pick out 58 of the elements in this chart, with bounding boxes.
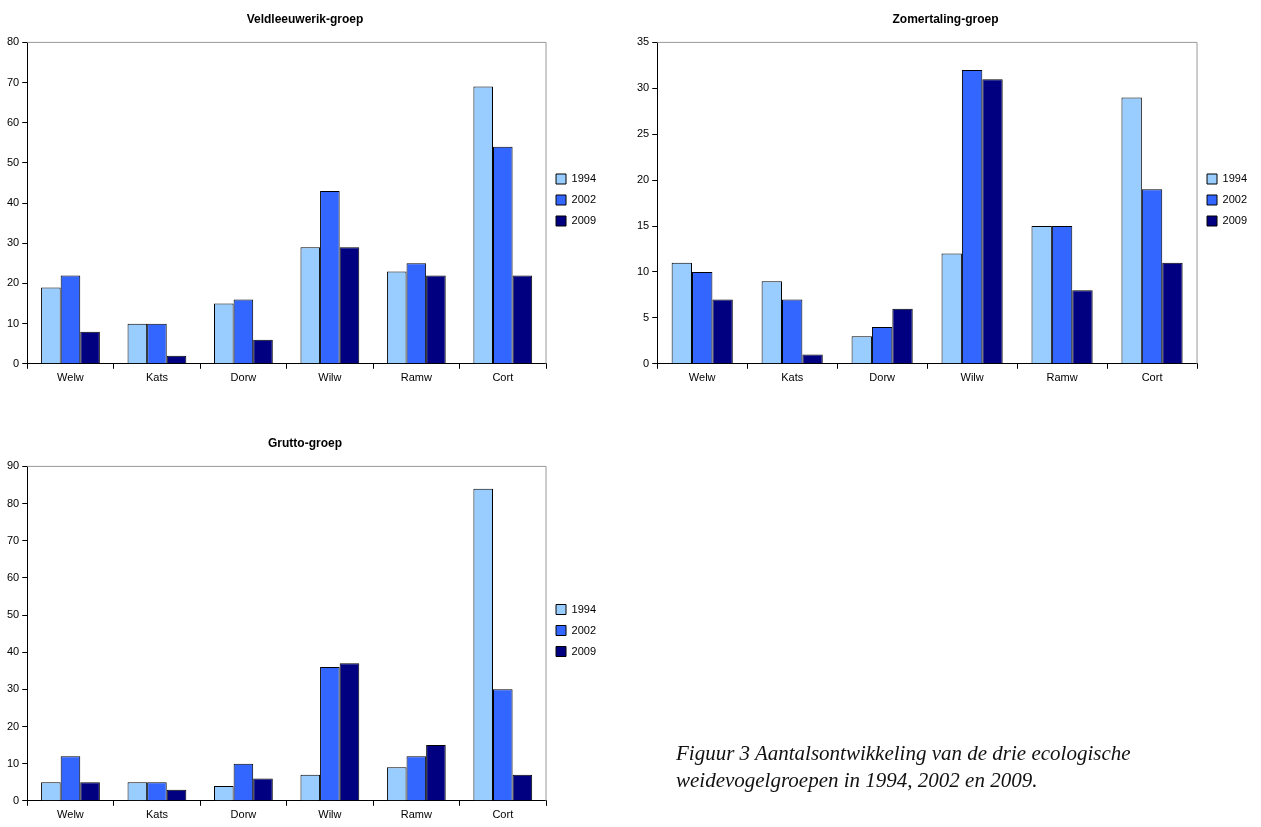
y-tick-label: 10 [6,316,20,329]
x-tick-label: Wilw [318,371,342,384]
legend-label: 2002 [1222,193,1248,206]
y-tick-label: 10 [6,756,20,769]
y-tick-label: 15 [636,219,650,232]
y-tick-label: 50 [6,155,20,168]
y-tick-label: 50 [6,608,20,621]
y-tick-label: 20 [6,719,20,732]
y-tick-label: 0 [13,793,20,806]
x-tick-label: Cort [492,808,514,821]
y-tick-label: 0 [13,356,20,369]
y-tick-label: 30 [636,81,650,94]
y-tick-label: 80 [6,35,20,48]
x-tick-label: Kats [781,371,804,384]
x-tick-label: Wilw [318,808,342,821]
y-tick-label: 20 [6,276,20,289]
x-tick-label: Dorw [230,808,257,821]
x-tick-label: Kats [145,371,169,384]
y-tick-label: 35 [636,35,650,48]
y-tick-label: 90 [6,459,20,472]
x-tick-label: Ramw [400,808,432,821]
y-tick-label: 30 [6,682,20,695]
x-tick-label: Cort [492,371,514,384]
legend-label: 1994 [1222,172,1248,185]
y-tick-label: 40 [6,196,20,209]
legend-label: 2009 [571,644,597,657]
chart-title: Grutto-groep [268,435,342,450]
legend-label: 2002 [571,623,597,636]
y-tick-label: 30 [6,236,20,249]
x-tick-label: Ramw [400,371,432,384]
y-tick-label: 70 [6,533,20,546]
y-tick-label: 60 [6,570,20,583]
x-tick-label: Wilw [960,371,984,384]
x-tick-label: Cort [1141,371,1163,384]
chart-title: Zomertaling-groep [892,11,999,26]
x-tick-label: Dorw [869,371,896,384]
legend-label: 2009 [571,214,597,227]
x-tick-label: Welw [57,371,84,384]
y-tick-label: 80 [6,496,20,509]
y-tick-label: 70 [6,75,20,88]
x-tick-label: Kats [145,808,169,821]
legend-label: 2009 [1222,214,1248,227]
y-tick-label: 5 [643,310,650,323]
chart-title: Veldleeuwerik-groep [246,11,364,26]
legend-label: 1994 [571,172,597,185]
y-tick-label: 20 [636,173,650,186]
y-tick-label: 60 [6,115,20,128]
text: Figuur 3 Aantalsontwikkeling van de drie ecologische weidevogelgroepen in 1994, 2002 en 2009. [676,740,1132,794]
legend-label: 2002 [571,193,597,206]
y-tick-label: 0 [643,356,650,369]
y-tick-label: 10 [636,265,650,277]
x-tick-label: Dorw [230,371,257,384]
x-tick-label: Welw [688,371,716,384]
x-tick-label: Welw [57,808,84,821]
y-tick-label: 40 [6,645,20,658]
x-tick-label: Ramw [1046,371,1078,384]
y-tick-label: 25 [636,127,650,140]
legend-label: 1994 [571,602,597,615]
